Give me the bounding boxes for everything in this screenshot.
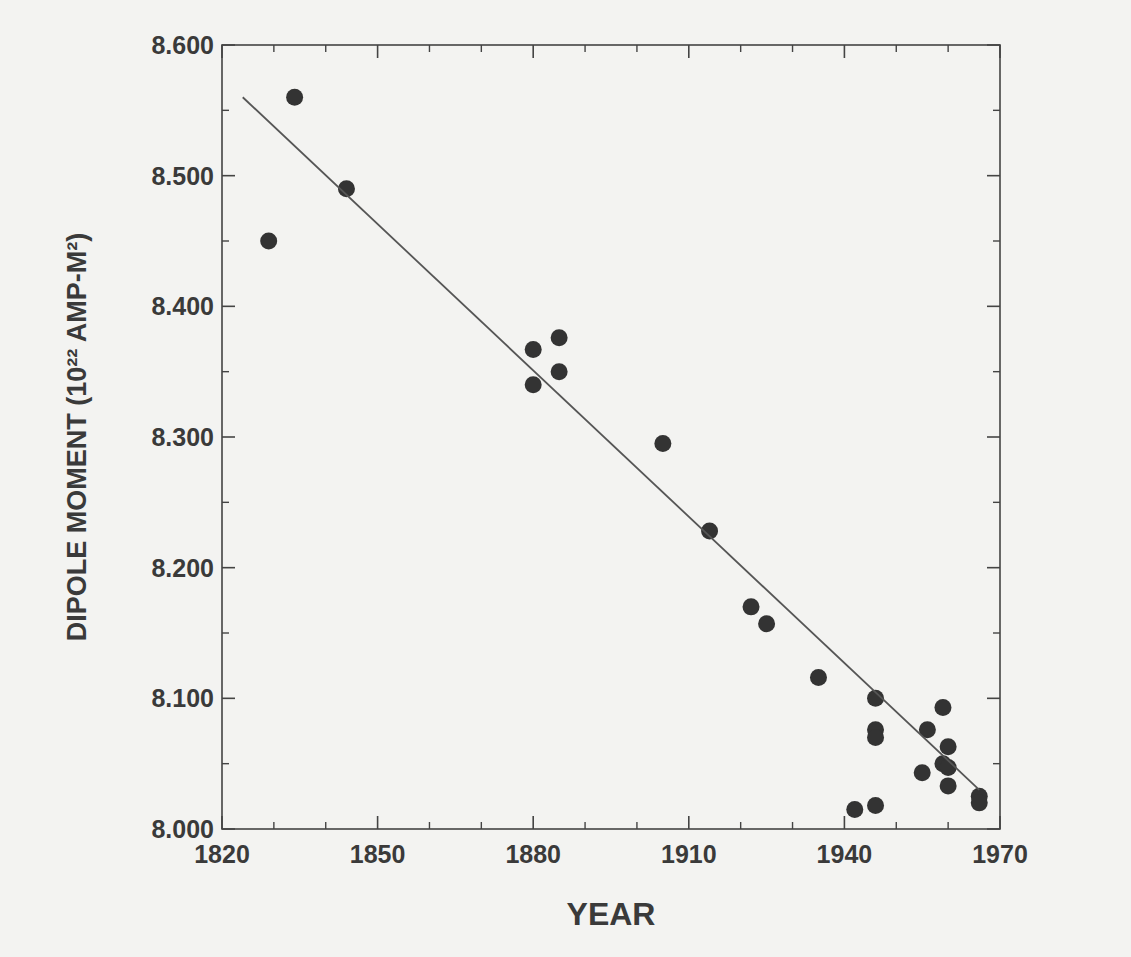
data-point xyxy=(810,669,827,686)
x-minor-tick-top xyxy=(325,45,326,52)
y-tick xyxy=(222,306,235,308)
y-minor-tick-right xyxy=(993,371,1000,372)
x-tick-label: 1970 xyxy=(972,840,1028,868)
y-minor-tick xyxy=(222,763,229,764)
y-tick-right xyxy=(987,306,1000,308)
data-point xyxy=(940,738,957,755)
data-point xyxy=(525,341,542,358)
y-minor-tick-right xyxy=(993,110,1000,111)
y-tick-label: 8.600 xyxy=(151,31,214,59)
data-point xyxy=(758,615,775,632)
x-tick-label: 1910 xyxy=(661,840,717,868)
x-tick xyxy=(688,816,690,829)
x-minor-tick-top xyxy=(636,45,637,52)
x-minor-tick-top xyxy=(429,45,430,52)
x-axis-label: YEAR xyxy=(567,896,656,932)
y-axis-label: DIPOLE MOMENT (10²² AMP-M²) xyxy=(62,233,92,641)
y-minor-tick xyxy=(222,240,229,241)
y-tick xyxy=(222,44,235,46)
x-tick-label: 1820 xyxy=(194,840,250,868)
x-minor-tick-top xyxy=(273,45,274,52)
y-tick xyxy=(222,436,235,438)
x-minor-tick-top xyxy=(947,45,948,52)
chart: 1820 1850 1880 1910 1940 1970 8.000 8.100 8.200 8… xyxy=(0,0,1131,957)
x-tick-top xyxy=(377,45,379,58)
y-tick-right xyxy=(987,436,1000,438)
y-minor-tick-right xyxy=(993,240,1000,241)
marks xyxy=(243,89,988,818)
data-point xyxy=(914,764,931,781)
y-tick-right xyxy=(987,698,1000,700)
x-minor-tick xyxy=(792,822,793,829)
x-minor-tick xyxy=(429,822,430,829)
y-minor-tick-right xyxy=(993,763,1000,764)
data-point xyxy=(940,777,957,794)
x-minor-tick-top xyxy=(584,45,585,52)
x-tick-top xyxy=(688,45,690,58)
y-tick-label: 8.100 xyxy=(151,684,214,712)
y-tick-right xyxy=(987,828,1000,830)
data-point xyxy=(260,233,277,250)
x-tick xyxy=(221,816,223,829)
data-point xyxy=(743,598,760,615)
data-point xyxy=(867,729,884,746)
x-minor-tick-top xyxy=(740,45,741,52)
x-minor-tick-top xyxy=(896,45,897,52)
y-tick-label: 8.300 xyxy=(151,423,214,451)
x-tick xyxy=(844,816,846,829)
y-tick-label: 8.000 xyxy=(151,815,214,843)
x-tick xyxy=(999,816,1001,829)
y-tick xyxy=(222,698,235,700)
x-tick xyxy=(377,816,379,829)
x-minor-tick xyxy=(481,822,482,829)
x-minor-tick-top xyxy=(481,45,482,52)
x-minor-tick xyxy=(947,822,948,829)
y-minor-tick xyxy=(222,110,229,111)
x-tick-top xyxy=(844,45,846,58)
y-tick-label: 8.200 xyxy=(151,554,214,582)
y-tick xyxy=(222,175,235,177)
plot-frame xyxy=(222,45,1000,829)
y-tick-right xyxy=(987,44,1000,46)
x-tick-label: 1880 xyxy=(505,840,561,868)
x-tick-top xyxy=(221,45,223,58)
x-minor-tick xyxy=(636,822,637,829)
y-tick xyxy=(222,567,235,569)
y-tick-right xyxy=(987,175,1000,177)
y-tick xyxy=(222,828,235,830)
data-point xyxy=(846,801,863,818)
y-minor-tick xyxy=(222,632,229,633)
data-point xyxy=(551,363,568,380)
data-point xyxy=(867,797,884,814)
y-tick-label: 8.500 xyxy=(151,162,214,190)
x-tick xyxy=(532,816,534,829)
x-tick-label: 1940 xyxy=(817,840,873,868)
trend-line xyxy=(243,97,980,790)
x-minor-tick xyxy=(896,822,897,829)
data-point xyxy=(286,89,303,106)
x-tick-top xyxy=(999,45,1001,58)
x-minor-tick xyxy=(740,822,741,829)
y-minor-tick-right xyxy=(993,502,1000,503)
y-minor-tick-right xyxy=(993,632,1000,633)
y-tick-right xyxy=(987,567,1000,569)
data-point xyxy=(525,376,542,393)
data-point xyxy=(934,699,951,716)
x-minor-tick xyxy=(325,822,326,829)
x-minor-tick xyxy=(273,822,274,829)
x-minor-tick-top xyxy=(792,45,793,52)
x-minor-tick xyxy=(584,822,585,829)
y-minor-tick xyxy=(222,371,229,372)
data-point xyxy=(654,435,671,452)
y-tick-label: 8.400 xyxy=(151,292,214,320)
data-point xyxy=(971,794,988,811)
axes: 1820 1850 1880 1910 1940 1970 8.000 8.100 8.200 8… xyxy=(151,31,1027,868)
y-minor-tick xyxy=(222,502,229,503)
x-tick-label: 1850 xyxy=(350,840,406,868)
x-tick-top xyxy=(532,45,534,58)
data-point xyxy=(551,329,568,346)
